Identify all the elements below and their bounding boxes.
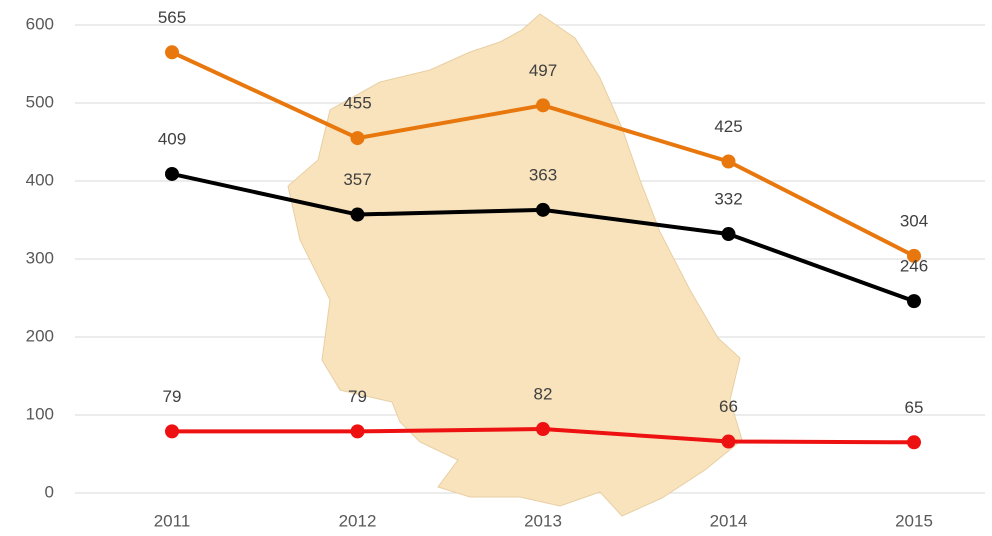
y-tick-label: 300 <box>26 248 54 267</box>
data-label: 455 <box>343 94 371 113</box>
x-tick-label: 2013 <box>524 511 562 530</box>
x-tick-label: 2011 <box>154 511 191 530</box>
data-label: 497 <box>529 61 557 80</box>
data-label: 425 <box>714 117 742 136</box>
data-point <box>350 131 365 146</box>
data-point <box>721 227 736 242</box>
y-tick-label: 200 <box>26 326 54 345</box>
data-label: 79 <box>163 387 182 406</box>
data-label: 363 <box>529 165 557 184</box>
data-point <box>907 248 921 263</box>
x-tick-label: 2012 <box>339 511 377 530</box>
data-label: 304 <box>900 211 928 230</box>
data-point <box>536 422 550 437</box>
data-point <box>536 98 550 113</box>
data-point <box>721 434 736 449</box>
data-label: 409 <box>158 129 186 148</box>
data-point <box>165 424 179 439</box>
y-tick-label: 0 <box>45 482 54 501</box>
data-point <box>350 207 365 222</box>
y-tick-label: 500 <box>26 92 54 111</box>
data-point <box>536 202 550 217</box>
data-label: 65 <box>905 398 924 417</box>
data-label: 79 <box>348 387 367 406</box>
y-tick-label: 600 <box>26 14 54 33</box>
data-label: 246 <box>900 257 928 276</box>
data-label: 66 <box>719 397 738 416</box>
x-tick-label: 2015 <box>895 511 933 530</box>
y-tick-label: 100 <box>26 404 54 423</box>
y-tick-label: 400 <box>26 170 54 189</box>
x-tick-label: 2014 <box>710 511 748 530</box>
data-point <box>907 435 921 450</box>
data-label: 565 <box>158 8 186 27</box>
data-point <box>721 154 736 169</box>
data-point <box>907 294 921 309</box>
data-label: 332 <box>714 190 742 209</box>
data-point <box>165 45 179 60</box>
data-label: 82 <box>534 385 553 404</box>
data-point <box>165 166 179 181</box>
map-background <box>287 13 743 517</box>
data-point <box>350 424 365 439</box>
data-label: 357 <box>343 170 371 189</box>
